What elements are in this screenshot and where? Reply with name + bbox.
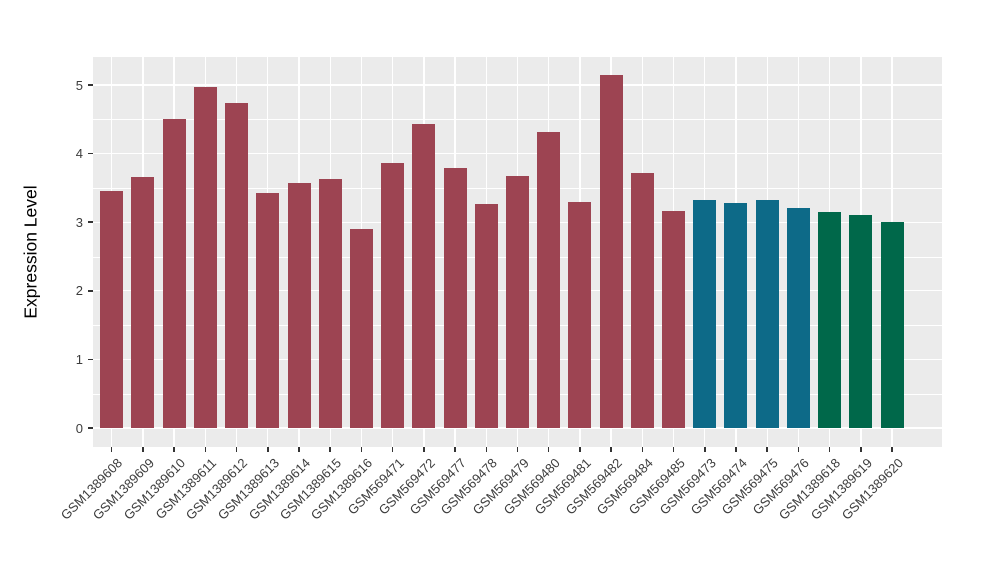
bar	[193, 87, 217, 428]
x-tick-mark	[766, 447, 768, 452]
bar	[880, 222, 904, 428]
y-tick-mark	[88, 152, 93, 155]
bar	[849, 214, 873, 428]
x-tick-mark	[423, 447, 425, 452]
y-tick-label: 4	[75, 146, 83, 162]
bar	[162, 119, 186, 428]
bar	[256, 192, 280, 428]
y-tick-label: 0	[75, 420, 83, 436]
bar	[537, 132, 561, 428]
x-tick-mark	[641, 447, 644, 452]
y-tick-mark	[88, 290, 93, 292]
x-tick-mark	[516, 447, 519, 452]
x-tick-mark	[891, 447, 893, 452]
bar	[443, 168, 467, 428]
bar	[474, 204, 498, 428]
bar	[568, 201, 592, 428]
x-tick-mark	[235, 447, 238, 452]
x-tick-mark	[860, 447, 862, 452]
plot-panel	[93, 57, 942, 447]
x-tick-mark	[329, 447, 331, 452]
bar	[131, 176, 155, 428]
x-tick-mark	[547, 447, 550, 452]
x-tick-mark	[672, 447, 675, 452]
bar	[818, 211, 842, 428]
x-tick-mark	[142, 447, 144, 452]
y-tick-mark	[88, 84, 93, 86]
x-tick-mark	[391, 447, 394, 452]
x-tick-mark	[735, 447, 737, 452]
bar	[349, 229, 373, 428]
y-tick-mark	[88, 427, 93, 429]
bar	[724, 202, 748, 428]
bar	[225, 102, 249, 428]
y-tick-label: 3	[75, 214, 83, 230]
y-tick-mark	[88, 358, 93, 361]
x-tick-mark	[360, 447, 363, 452]
y-axis-title: Expression Level	[20, 185, 41, 319]
bar	[100, 190, 124, 428]
bar	[412, 124, 436, 428]
x-tick-mark	[828, 447, 831, 452]
y-tick-label: 1	[75, 351, 83, 367]
bar	[318, 178, 342, 428]
bar	[506, 175, 529, 428]
bar	[662, 211, 686, 428]
x-tick-mark	[797, 447, 800, 452]
x-tick-mark	[704, 447, 706, 452]
bar	[755, 199, 779, 428]
bar	[630, 172, 654, 428]
y-tick-label: 5	[75, 77, 83, 93]
bar	[786, 208, 810, 428]
x-tick-mark	[110, 447, 113, 452]
x-tick-mark	[610, 447, 612, 452]
bar	[381, 163, 405, 428]
bar	[599, 74, 623, 428]
x-tick-mark	[454, 447, 456, 452]
x-tick-mark	[298, 447, 300, 452]
x-tick-mark	[579, 447, 581, 452]
y-tick-mark	[88, 221, 93, 223]
x-tick-mark	[267, 447, 269, 452]
bar	[693, 200, 717, 428]
x-tick-mark	[173, 447, 175, 452]
x-tick-mark	[485, 447, 488, 452]
bar	[287, 183, 311, 428]
y-tick-label: 2	[75, 283, 83, 299]
x-tick-mark	[204, 447, 207, 452]
